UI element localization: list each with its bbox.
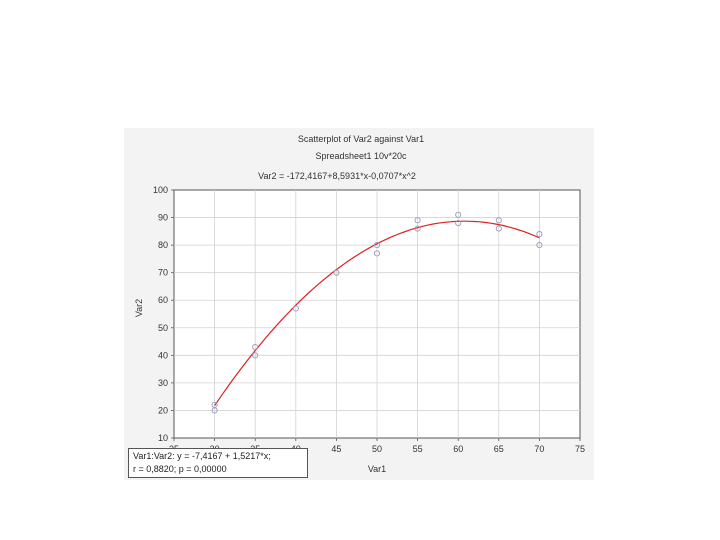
regression-stats-box: Var1:Var2: y = -7,4167 + 1,5217*x; r = 0… bbox=[128, 448, 308, 478]
scatter-chart: Scatterplot of Var2 against Var1 Spreads… bbox=[134, 134, 585, 474]
data-point bbox=[536, 242, 543, 249]
x-tick-label: 45 bbox=[331, 444, 341, 454]
y-tick-label: 20 bbox=[158, 405, 168, 415]
data-point bbox=[333, 269, 340, 276]
fit-equation: Var2 = -172,4167+8,5931*x-0,0707*x^2 bbox=[258, 171, 416, 181]
fit-curve bbox=[214, 220, 540, 406]
x-tick-label: 50 bbox=[372, 444, 382, 454]
data-point bbox=[495, 225, 502, 232]
y-tick-label: 60 bbox=[158, 295, 168, 305]
y-tick-label: 50 bbox=[158, 323, 168, 333]
data-point bbox=[211, 401, 218, 408]
correlation-text: r = 0,8820; p = 0,00000 bbox=[133, 464, 227, 474]
y-tick-label: 30 bbox=[158, 378, 168, 388]
x-tick-label: 55 bbox=[413, 444, 423, 454]
data-point bbox=[252, 344, 259, 351]
chart-figure: Scatterplot of Var2 against Var1 Spreads… bbox=[124, 128, 594, 480]
data-point bbox=[252, 352, 259, 359]
data-point bbox=[292, 305, 299, 312]
x-tick-label: 70 bbox=[534, 444, 544, 454]
data-points bbox=[211, 211, 543, 414]
y-tick-label: 40 bbox=[158, 350, 168, 360]
y-axis-label: Var2 bbox=[134, 299, 144, 317]
y-tick-label: 100 bbox=[153, 185, 168, 195]
y-tick-label: 70 bbox=[158, 268, 168, 278]
y-tick-label: 90 bbox=[158, 213, 168, 223]
x-tick-label: 60 bbox=[453, 444, 463, 454]
regression-equation-text: Var1:Var2: y = -7,4167 + 1,5217*x; bbox=[133, 451, 271, 461]
x-axis-label: Var1 bbox=[368, 464, 386, 474]
data-point bbox=[373, 250, 381, 257]
x-tick-label: 75 bbox=[575, 444, 585, 454]
data-point bbox=[455, 220, 462, 227]
data-point bbox=[455, 211, 462, 218]
y-tick-labels: 10 20 30 40 50 60 70 80 90 100 bbox=[153, 185, 174, 443]
data-point bbox=[373, 242, 381, 249]
data-point bbox=[414, 217, 421, 224]
x-tick-label: 65 bbox=[494, 444, 504, 454]
y-tick-label: 80 bbox=[158, 240, 168, 250]
chart-title: Scatterplot of Var2 against Var1 bbox=[298, 134, 424, 144]
data-point bbox=[414, 225, 421, 232]
y-tick-label: 10 bbox=[158, 433, 168, 443]
chart-subtitle: Spreadsheet1 10v*20c bbox=[315, 151, 407, 161]
data-point bbox=[495, 217, 502, 224]
data-point bbox=[536, 231, 543, 238]
